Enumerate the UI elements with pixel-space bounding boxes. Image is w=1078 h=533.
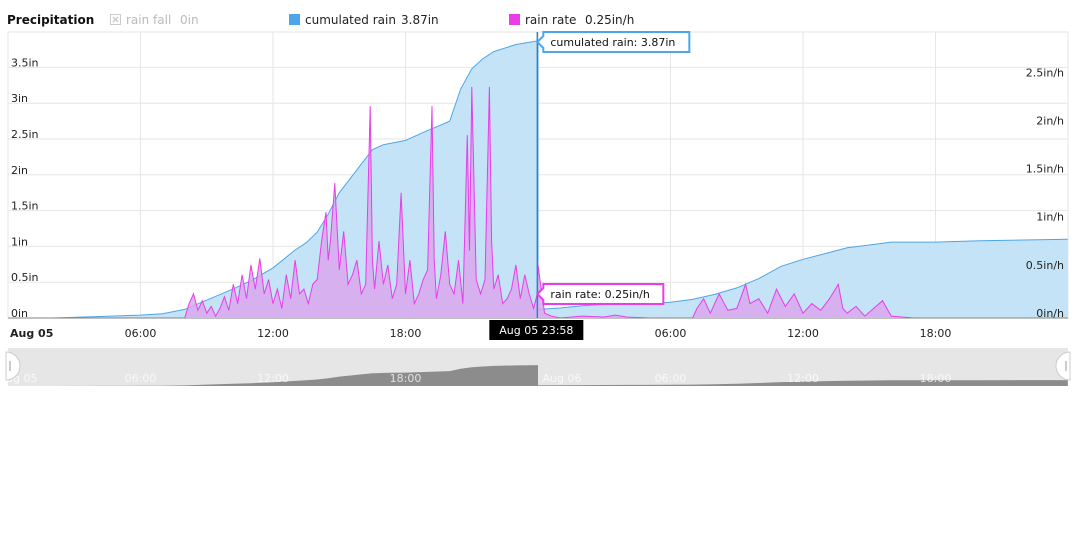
x-tick-label: 06:00 [125,327,157,340]
y-left-tick-label: 3in [11,92,28,105]
x-tick-label: 12:00 [257,327,289,340]
y-right-tick-label: 2.5in/h [1026,66,1064,79]
navigator-label: 06:00 [655,372,687,385]
chart-title: Precipitation [7,13,94,27]
legend-value-rain-rate: 0.25in/h [585,13,634,27]
x-tick-label: Aug 05 [10,327,53,340]
tooltip-rate: rain rate: 0.25in/h [535,283,665,305]
y-left-tick-label: 0in [11,307,28,320]
legend-label-cumulated-rain: cumulated rain [305,13,396,27]
navigator-label: 18:00 [920,372,952,385]
legend-value-rain-fall: 0in [180,13,199,27]
tooltip-cumulated-box [535,31,691,53]
rain-rate-line [8,86,1068,319]
y-left-tick-label: 1in [11,235,28,248]
y-right-tick-label: 2in/h [1036,114,1064,127]
navigator-handle-right[interactable] [1055,351,1071,381]
crosshair-time-label: Aug 05 23:58 [489,320,584,340]
legend-disabled-icon [112,16,119,23]
x-tick-label: 18:00 [390,327,422,340]
navigator-label: 18:00 [390,372,422,385]
legend-label-rain-fall: rain fall [126,13,171,27]
y-right-tick-label: 0in/h [1036,307,1064,320]
y-left-tick-label: 1.5in [11,200,39,213]
tooltip-cumulated-text: cumulated rain: 3.87in [550,36,675,49]
y-left-tick-label: 0.5in [11,271,39,284]
legend-swatch-rain-rate [509,14,520,25]
axes: Aug 05 06:00 12:00 18:00 06:00 12:00 18:00 0in 0… [8,56,1068,340]
navigator[interactable]: Aug 05 06:00 12:00 18:00 Aug 06 06:00 12:00 18:… [0,348,1071,386]
y-left-tick-label: 3.5in [11,56,39,69]
x-tick-label: 12:00 [787,327,819,340]
navigator-series [8,365,1068,386]
navigator-label: 12:00 [257,372,289,385]
navigator-handle-right-shape [1055,351,1071,381]
tooltip-cumulated: cumulated rain: 3.87in [535,31,691,53]
navigator-label: Aug 06 [543,372,582,385]
legend-value-cumulated-rain: 3.87in [401,13,439,27]
y-right-tick-label: 1in/h [1036,211,1064,224]
y-left-tick-label: 2.5in [11,128,39,141]
navigator-label: 12:00 [787,372,819,385]
navigator-handle-left-shape [5,351,21,381]
x-tick-label: 06:00 [655,327,687,340]
legend-swatch-cumulated-rain [289,14,300,25]
x-tick-label: 18:00 [920,327,952,340]
crosshair-time-text: Aug 05 23:58 [499,324,573,337]
navigator-handle-left[interactable] [5,351,21,381]
legend: Precipitation rain fall 0in cumulated rain… [7,13,634,27]
legend-label-rain-rate: rain rate [525,13,576,27]
y-left-tick-label: 2in [11,164,28,177]
crosshair-time-box [489,320,584,340]
y-right-tick-label: 1.5in/h [1026,163,1064,176]
navigator-label: 06:00 [125,372,157,385]
y-right-tick-label: 0.5in/h [1026,259,1064,272]
tooltip-rate-box [535,283,665,305]
tooltips: cumulated rain: 3.87in rain rate: 0.25in/… [489,31,691,340]
tooltip-rate-text: rain rate: 0.25in/h [550,288,650,301]
